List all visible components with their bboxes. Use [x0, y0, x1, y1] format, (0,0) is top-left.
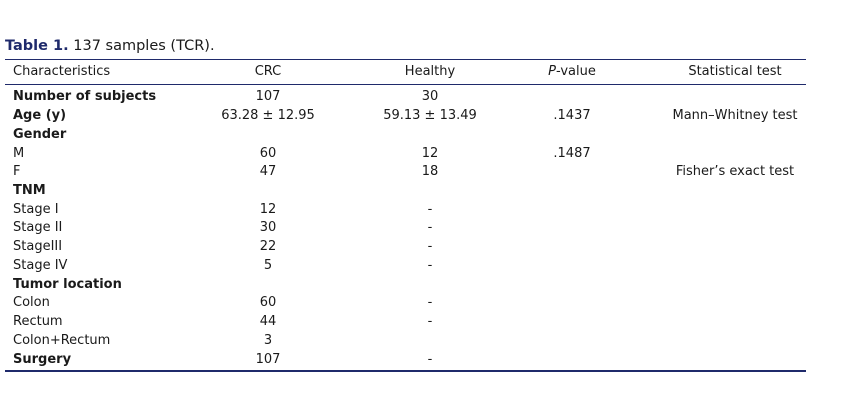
table-header-rule [5, 84, 806, 85]
row-crc: 30 [259, 220, 277, 235]
row-healthy: - [427, 220, 433, 235]
row-label: Colon+Rectum [13, 333, 111, 348]
row-label: Surgery [13, 352, 72, 367]
row-healthy: - [427, 202, 433, 217]
header-statistical-test: Statistical test [688, 64, 782, 79]
row-crc: 12 [259, 202, 277, 217]
row-test: Mann–Whitney test [672, 108, 798, 123]
row-healthy: - [427, 239, 433, 254]
row-p-value: .1487 [553, 146, 591, 161]
row-label: StageIII [13, 239, 63, 254]
row-crc: 60 [259, 295, 277, 310]
row-crc: 107 [255, 89, 281, 104]
table-caption: Table 1. 137 samples (TCR). [5, 37, 215, 55]
row-label: Gender [13, 127, 67, 142]
row-crc: 22 [259, 239, 277, 254]
row-p-value: .1437 [553, 108, 591, 123]
row-label: Stage IV [13, 258, 68, 273]
row-label: Colon [13, 295, 50, 310]
header-crc: CRC [254, 64, 282, 79]
row-label: Age (y) [13, 108, 67, 123]
row-healthy: - [427, 258, 433, 273]
row-crc: 47 [259, 164, 277, 179]
row-label: Stage I [13, 202, 59, 217]
row-label: F [13, 164, 21, 179]
row-crc: 60 [259, 146, 277, 161]
row-healthy: - [427, 352, 433, 367]
table-top-rule [5, 59, 806, 60]
row-label: TNM [13, 183, 46, 198]
table-caption-text: 137 samples (TCR). [68, 38, 215, 54]
row-crc: 5 [263, 258, 273, 273]
row-label: Number of subjects [13, 89, 157, 104]
row-healthy: 59.13 ± 13.49 [383, 108, 477, 123]
table-bottom-rule [5, 370, 806, 372]
table-caption-label: Table 1. [5, 38, 69, 54]
header-characteristics: Characteristics [13, 64, 111, 79]
row-label: Tumor location [13, 277, 122, 292]
row-healthy: - [427, 295, 433, 310]
row-healthy: 18 [421, 164, 439, 179]
row-label: Rectum [13, 314, 63, 329]
header-healthy: Healthy [404, 64, 456, 79]
row-label: M [13, 146, 25, 161]
row-healthy: 30 [421, 89, 439, 104]
row-crc: 3 [263, 333, 273, 348]
header-p-suffix: -value [555, 64, 596, 79]
row-crc: 44 [259, 314, 277, 329]
row-test: Fisher’s exact test [675, 164, 795, 179]
row-crc: 107 [255, 352, 281, 367]
header-p-value: P-value [522, 63, 622, 81]
row-healthy: 12 [421, 146, 439, 161]
row-healthy: - [427, 314, 433, 329]
row-crc: 63.28 ± 12.95 [221, 108, 315, 123]
header-p-letter: P [548, 64, 556, 79]
row-label: Stage II [13, 220, 63, 235]
